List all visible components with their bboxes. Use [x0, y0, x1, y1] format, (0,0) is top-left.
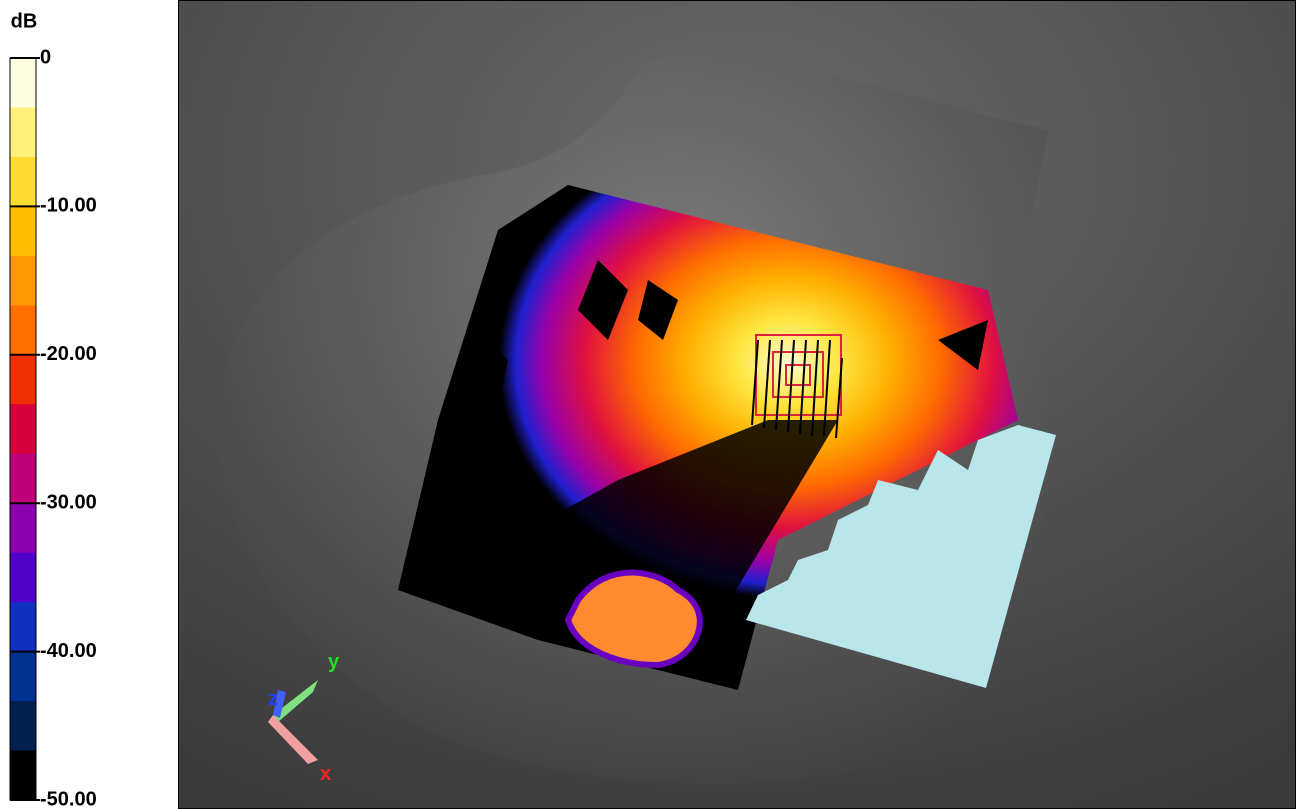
color-band	[10, 750, 36, 801]
device-block	[746, 425, 1056, 688]
axis-label: y	[328, 651, 340, 673]
color-band	[10, 107, 36, 158]
tick-label: -40.00	[40, 640, 97, 662]
antenna-feed	[751, 339, 843, 439]
tick-label: 0	[40, 46, 51, 68]
color-band	[10, 255, 36, 306]
low-region	[438, 420, 838, 640]
color-band	[10, 602, 36, 653]
axis-label: x	[320, 763, 331, 785]
color-band	[10, 651, 36, 702]
color-band	[10, 404, 36, 455]
colorbar-unit: dB	[11, 10, 38, 32]
color-band	[10, 58, 36, 108]
color-band	[10, 156, 36, 207]
color-band	[10, 701, 36, 752]
axis-label: z	[268, 688, 278, 710]
tick-label: -10.00	[40, 195, 97, 217]
tick-label: -50.00	[40, 788, 97, 809]
tick-label: -30.00	[40, 491, 97, 513]
low-region	[448, 260, 988, 560]
color-band	[10, 206, 36, 257]
color-band	[10, 453, 36, 504]
colorbar: dB 0 -10.00 -20.00 -30.00 -40.00 -50.00	[9, 10, 97, 809]
color-band	[10, 552, 36, 603]
tick-label: -20.00	[40, 343, 97, 365]
color-band	[10, 305, 36, 356]
viewport: y x z	[178, 0, 1296, 809]
color-band	[10, 503, 36, 554]
color-band	[10, 354, 36, 405]
axes-triad: y x z	[268, 651, 340, 785]
hot-spot	[564, 569, 703, 669]
